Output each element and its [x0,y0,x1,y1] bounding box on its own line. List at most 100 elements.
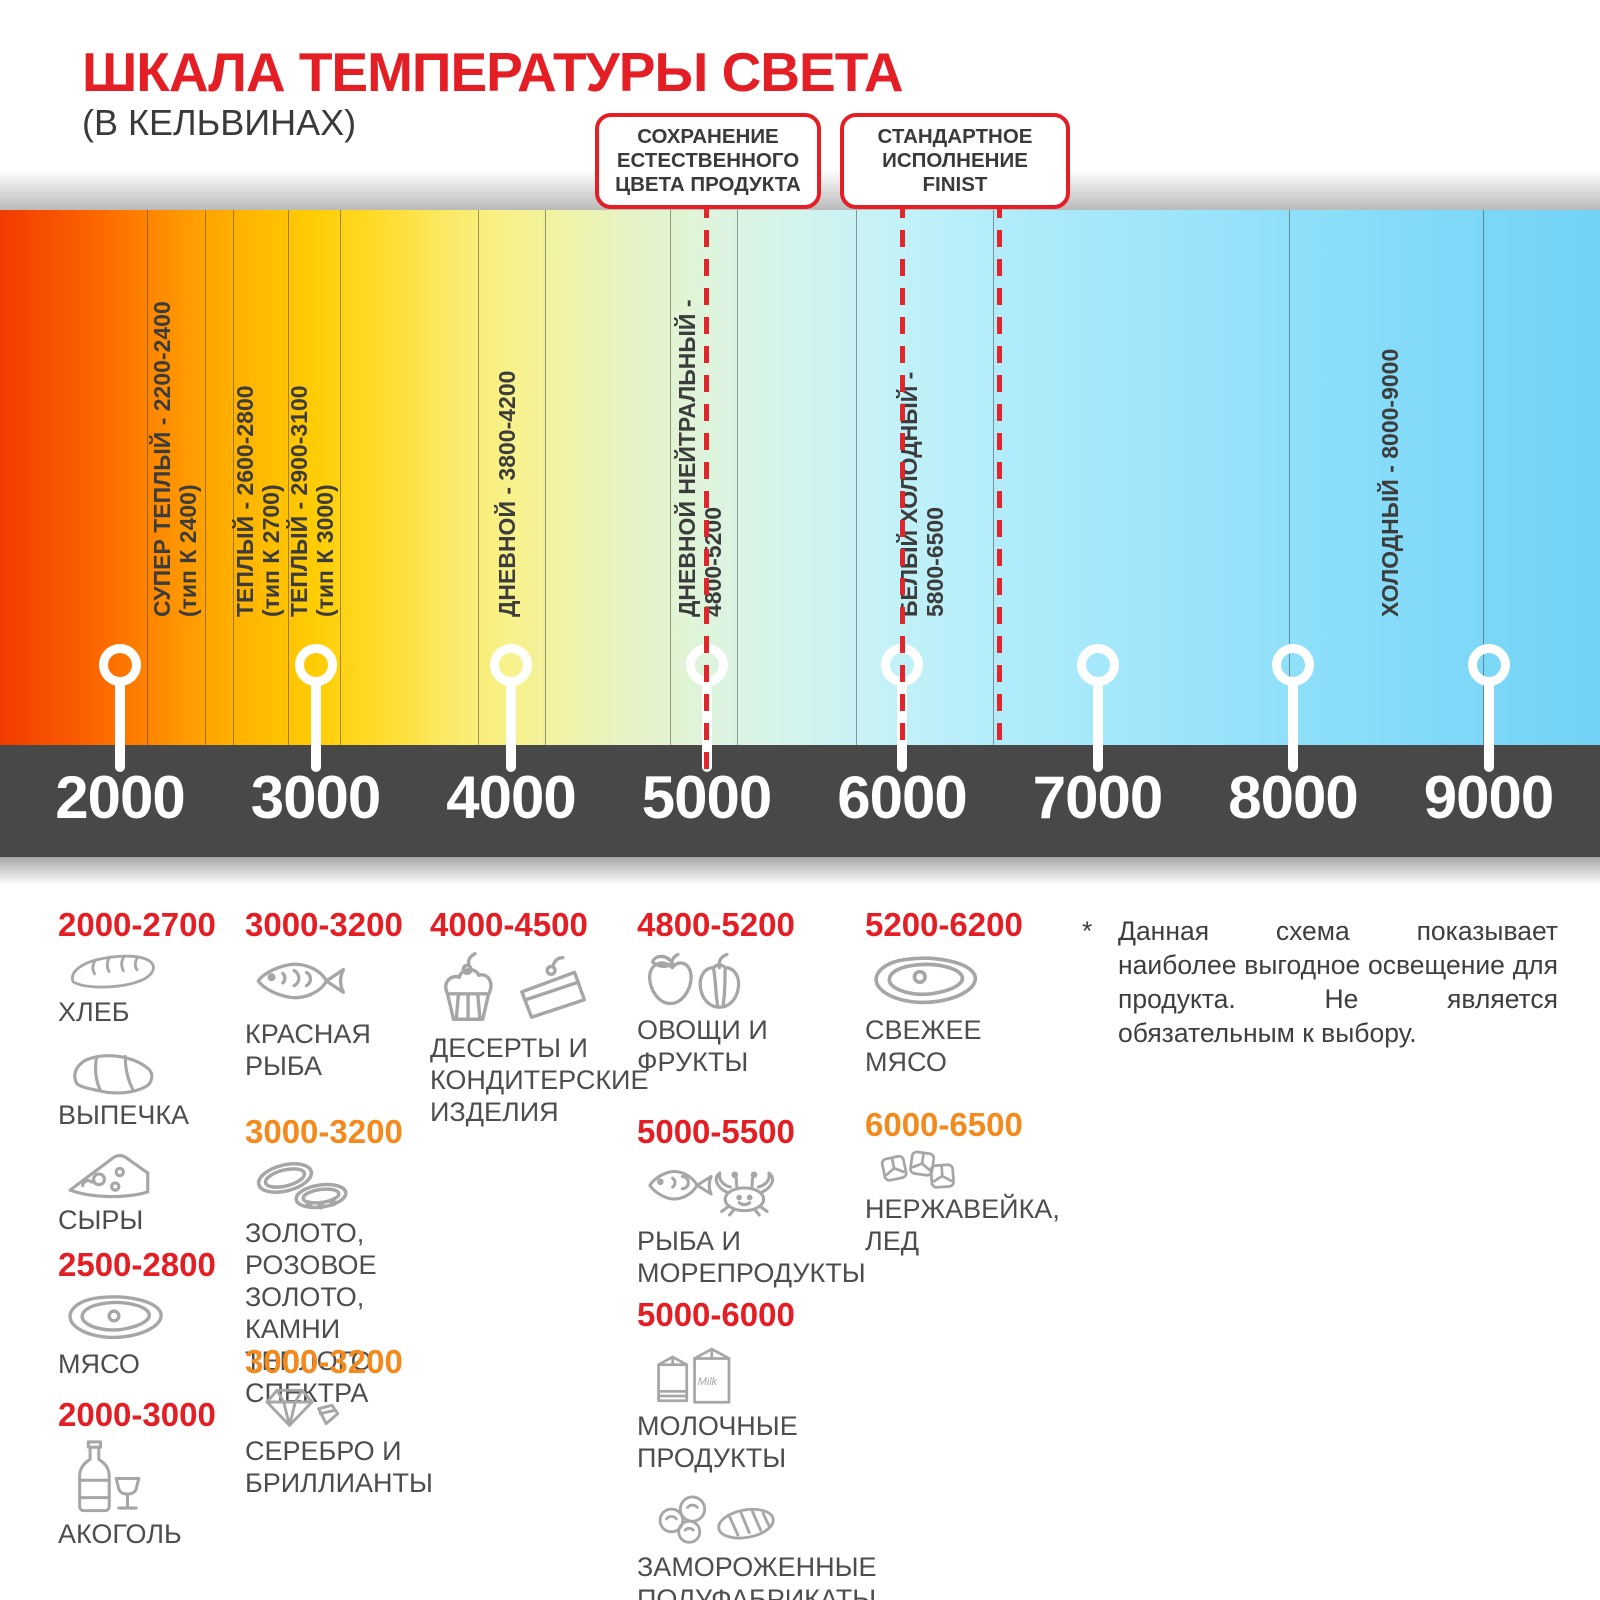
kelvin-range-label: 5000-6000 [637,1296,795,1333]
category-group: 2500-2800 МЯСО [58,1245,216,1394]
category-item: АКОГОЛЬ [58,1435,216,1550]
kelvin-range-label: 2000-2700 [58,906,216,943]
kelvin-range-label: 6000-6500 [865,1106,1023,1143]
category-group: 3000-3200 КРАСНАЯ РЫБА [245,905,403,1096]
desserts-icon [430,945,648,1029]
zone-boundary-line [1288,210,1290,745]
category-item: ЗАМОРОЖЕННЫЕ ПОЛУФАБРИКАТЫ [637,1488,876,1600]
bread-icon [58,945,216,993]
zone-label-text: ДНЕВНОЙ - 3800-4200 [494,370,520,617]
rings-icon [245,1152,403,1214]
kelvin-range-label: 4800-5200 [637,906,795,943]
tick-marker-stem [115,680,125,772]
kelvin-range-label: 5200-6200 [865,906,1023,943]
zone-label-text: ТЕПЛЫЙ - 2600-2800 [232,385,258,617]
category-group: 5200-6200 СВЕЖЕЕ МЯСО [865,905,1023,1092]
category-group: 5000-5500 РЫБА И МОРЕПРОДУКТЫ [637,1112,866,1303]
kelvin-range-label: 3000-3200 [245,1113,403,1150]
category-group: 3000-3200 СЕРЕБРО И БРИЛЛИАНТЫ [245,1342,433,1513]
zone-label: ТЕПЛЫЙ - 2900-3100 (тип К 3000) [286,385,338,617]
tick-marker-circle [1076,644,1119,686]
zone-boundary-line [544,210,546,745]
croissant-icon [58,1042,216,1096]
zone-boundary-line [339,210,341,745]
pointer-dashed-line [704,201,709,772]
kelvin-tick-label: 5000 [641,764,772,831]
category-group: 2000-2700 ХЛЕБ ВЫПЕЧКА СЫРЫ [58,905,216,1250]
fish-icon [245,945,403,1015]
seafood-icon [637,1152,866,1222]
zone-boundary-line [477,210,479,745]
category-item-label: ХЛЕБ [58,997,130,1027]
zone-label-text: ХОЛОДНЫЙ - 8000-9000 [1377,348,1403,617]
category-item: ЗОЛОТО, РОЗОВОЕ ЗОЛОТО, КАМНИ ТЕПЛОГО СП… [245,1152,403,1409]
category-item: РЫБА И МОРЕПРОДУКТЫ [637,1152,866,1289]
band-bottom-shadow [0,857,1600,885]
zone-boundary-line [232,210,234,745]
category-item-label: СЫРЫ [58,1205,144,1235]
zone-label-subtext: (тип К 2700) [258,484,284,617]
zone-boundary-line [669,210,671,745]
kelvin-tick-label: 8000 [1228,764,1358,831]
footnote-text: Данная схема показывает наиболее выгодно… [1118,916,1558,1048]
tick-marker-stem [1092,680,1103,772]
category-item-label: КРАСНАЯ РЫБА [245,1019,371,1081]
kelvin-range-label: 2000-3000 [58,1396,216,1433]
category-item-label: НЕРЖАВЕЙКА, ЛЕД [865,1194,1060,1256]
page-title: ШКАЛА ТЕМПЕРАТУРЫ СВЕТА [82,41,904,103]
tick-marker-stem [310,680,321,772]
kelvin-range-label: 3000-3200 [245,1343,403,1380]
page-subtitle: (В КЕЛЬВИНАХ) [82,102,357,143]
category-item: СЕРЕБРО И БРИЛЛИАНТЫ [245,1382,433,1499]
zone-label-text: ТЕПЛЫЙ - 2900-3100 [286,385,312,617]
tick-marker-stem [506,680,516,772]
callout-finist-standard: СТАНДАРТНОЕ ИСПОЛНЕНИЕ FINIST [840,113,1070,209]
zone-boundary-line [992,210,994,745]
cheese-icon [58,1145,216,1201]
category-item: ОВОЩИ И ФРУКТЫ [637,945,795,1078]
zone-boundary-line [736,210,738,745]
category-item: СЫРЫ [58,1145,216,1236]
category-item-label: ЗОЛОТО, РОЗОВОЕ ЗОЛОТО, КАМНИ ТЕПЛОГО СП… [245,1218,377,1408]
category-item: СВЕЖЕЕ МЯСО [865,945,1023,1078]
category-group: 4800-5200 ОВОЩИ И ФРУКТЫ [637,905,795,1092]
zone-boundary-line [204,210,206,745]
kelvin-range-label: 5000-5500 [637,1113,795,1150]
svg-text:Milk: Milk [698,1376,718,1388]
tick-marker-circle [490,644,532,686]
category-group: 6000-6500 НЕРЖАВЕЙКА, ЛЕД [865,1105,1060,1271]
category-group: 4000-4500 ДЕСЕРТЫ И КОНДИТЕРСКИЕ ИЗДЕЛИЯ [430,905,648,1142]
tick-marker-stem [1288,680,1298,772]
zone-label: ДНЕВНОЙ - 3800-4200 [494,371,520,617]
milk-icon: Milk [637,1335,876,1407]
pointer-dashed-line [997,201,1003,744]
produce-icon [637,945,795,1011]
diamond-icon [245,1382,433,1432]
alcohol-icon [58,1435,216,1515]
pointer-dashed-line [899,201,905,744]
category-item-label: МОЛОЧНЫЕ ПРОДУКТЫ [637,1411,798,1473]
kelvin-range-label: 3000-3200 [245,906,403,943]
category-item-label: СВЕЖЕЕ МЯСО [865,1015,982,1077]
category-group: 2000-3000 АКОГОЛЬ [58,1395,216,1564]
kelvin-tick-label: 9000 [1423,764,1554,831]
tick-marker-circle [294,644,337,686]
kelvin-tick-label: 2000 [55,764,185,831]
category-item-label: СЕРЕБРО И БРИЛЛИАНТЫ [245,1436,433,1498]
tick-marker-circle [99,644,141,686]
category-item: Milk МОЛОЧНЫЕ ПРОДУКТЫ [637,1335,876,1474]
zone-boundary-line [855,210,857,745]
zone-label: ХОЛОДНЫЙ - 8000-9000 [1377,349,1403,617]
category-item: ВЫПЕЧКА [58,1042,216,1131]
callout-natural-color: СОХРАНЕНИЕ ЕСТЕСТВЕННОГО ЦВЕТА ПРОДУКТА [595,113,821,209]
meat-icon [58,1285,216,1345]
kelvin-axis-band [0,745,1600,857]
zone-label: СУПЕР ТЕПЛЫЙ - 2200-2400 (тип К 2400) [149,301,201,617]
category-item-label: ВЫПЕЧКА [58,1100,190,1130]
fresh-meat-icon [865,945,1023,1011]
kelvin-range-label: 2500-2800 [58,1246,216,1283]
category-item-label: ЗАМОРОЖЕННЫЕ ПОЛУФАБРИКАТЫ [637,1552,877,1600]
frozen-icon [637,1488,876,1548]
kelvin-tick-label: 7000 [1032,764,1163,831]
category-item-label: МЯСО [58,1349,140,1379]
